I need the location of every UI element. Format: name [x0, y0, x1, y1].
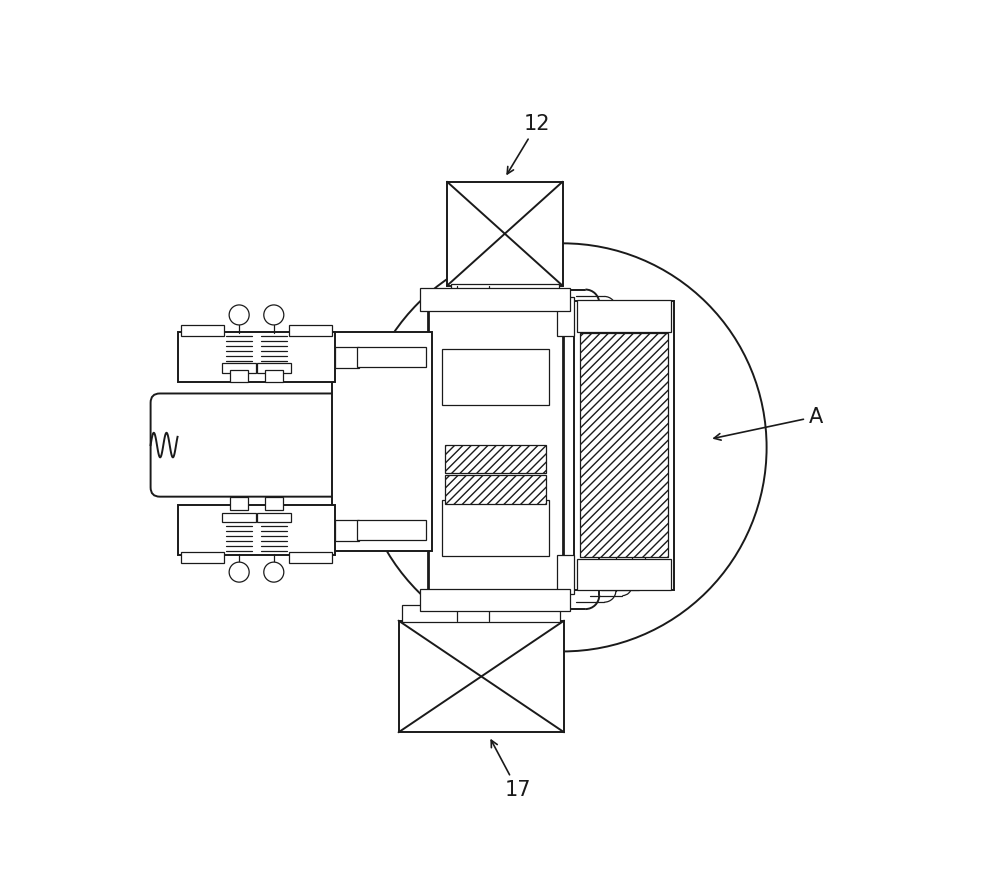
Bar	[420, 288, 570, 311]
Bar	[399, 621, 564, 732]
Bar	[357, 346, 426, 367]
Circle shape	[264, 562, 284, 582]
Bar	[557, 297, 574, 335]
Bar	[230, 369, 248, 382]
Bar	[222, 513, 256, 522]
Bar	[580, 334, 668, 558]
Bar	[445, 475, 546, 504]
Bar	[357, 520, 426, 540]
Circle shape	[229, 562, 249, 582]
Circle shape	[264, 305, 284, 325]
Text: 12: 12	[507, 114, 551, 174]
Bar	[335, 520, 358, 541]
Bar	[428, 290, 563, 609]
Bar	[230, 498, 248, 509]
Bar	[289, 552, 332, 563]
Bar	[577, 559, 671, 590]
Bar	[257, 513, 291, 522]
Bar	[402, 606, 560, 623]
Circle shape	[229, 305, 249, 325]
Bar	[420, 589, 570, 611]
Bar	[577, 300, 671, 332]
Bar	[257, 363, 291, 373]
Bar	[265, 498, 283, 509]
Bar	[442, 349, 549, 405]
FancyBboxPatch shape	[151, 393, 358, 497]
Bar	[181, 325, 224, 335]
Bar	[557, 555, 574, 594]
Bar	[447, 182, 563, 285]
Bar	[335, 346, 358, 368]
Bar	[442, 500, 549, 557]
Bar	[265, 369, 283, 382]
Bar	[332, 332, 432, 551]
Bar	[451, 285, 559, 302]
Bar	[178, 505, 335, 555]
Bar	[445, 444, 546, 474]
Bar	[181, 552, 224, 563]
Text: 17: 17	[491, 740, 531, 800]
Text: A: A	[714, 407, 823, 440]
Bar	[178, 332, 335, 382]
Bar	[289, 325, 332, 335]
Bar	[574, 301, 674, 590]
Bar	[222, 363, 256, 373]
